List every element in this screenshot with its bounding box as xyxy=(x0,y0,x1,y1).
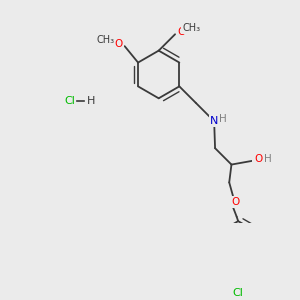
Text: CH₃: CH₃ xyxy=(96,35,114,45)
Text: H: H xyxy=(87,95,95,106)
Text: H: H xyxy=(219,114,227,124)
Text: O: O xyxy=(115,39,123,49)
Text: CH₃: CH₃ xyxy=(182,23,200,33)
Text: O: O xyxy=(231,197,239,207)
Text: O: O xyxy=(254,154,262,164)
Text: H: H xyxy=(264,154,272,164)
Text: N: N xyxy=(210,116,218,126)
Text: O: O xyxy=(177,27,185,37)
Text: Cl: Cl xyxy=(233,288,244,298)
Text: Cl: Cl xyxy=(64,95,75,106)
